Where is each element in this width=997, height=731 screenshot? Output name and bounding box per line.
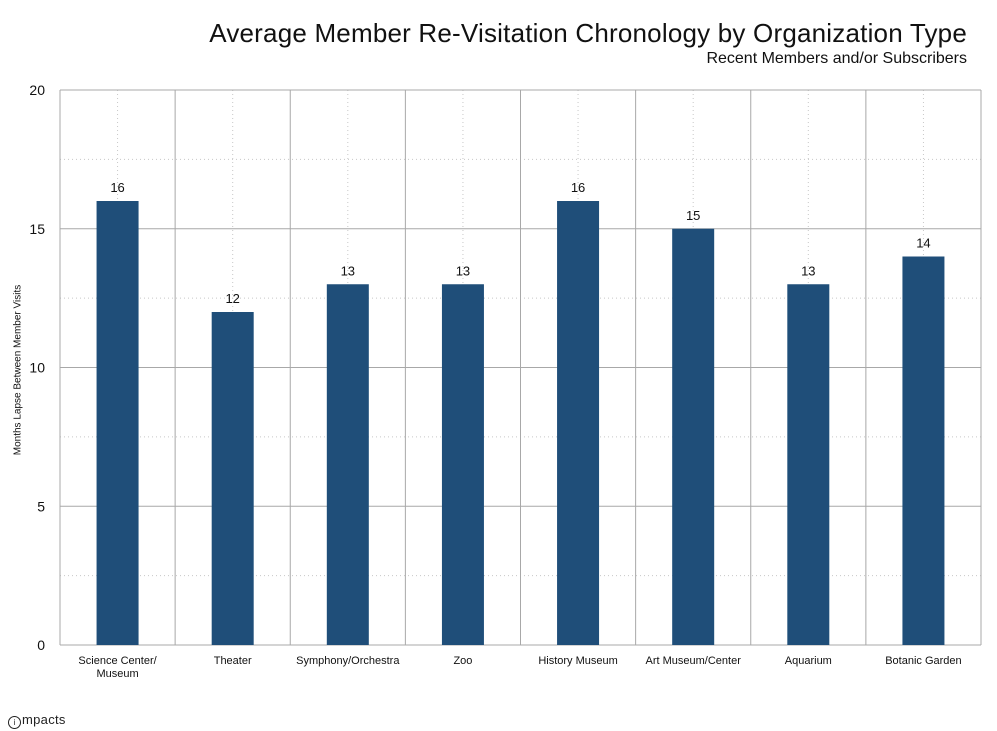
x-tick-label: Art Museum/Center — [646, 655, 742, 667]
bar — [211, 312, 254, 645]
data-label: 15 — [686, 208, 700, 223]
x-tick-label: Symphony/Orchestra — [296, 655, 400, 667]
x-tick-label: Science Center/Museum — [78, 655, 157, 680]
data-label: 16 — [110, 180, 124, 195]
y-tick-label: 5 — [37, 498, 45, 514]
bar — [326, 284, 369, 645]
data-label: 13 — [341, 263, 355, 278]
y-tick-label: 0 — [37, 637, 45, 653]
data-label: 16 — [571, 180, 585, 195]
bar-chart: 0 5 10 15 20 16 Science Center/Museum 12 Theater… — [29, 82, 982, 680]
data-label: 14 — [916, 236, 930, 251]
y-tick-label: 15 — [29, 221, 45, 237]
bar — [787, 284, 830, 645]
x-tick-label: Zoo — [453, 655, 472, 667]
y-tick-label: 20 — [29, 82, 45, 98]
bar — [557, 201, 600, 645]
y-tick-label: 10 — [29, 360, 45, 376]
chart-subtitle: Recent Members and/or Subscribers — [706, 50, 967, 67]
x-tick-label: Aquarium — [785, 655, 832, 667]
logo-text: mpacts — [22, 712, 66, 727]
bar — [672, 228, 715, 645]
bar — [902, 256, 945, 645]
logo-mark-icon: i — [8, 716, 21, 729]
chart-title: Average Member Re-Visitation Chronology … — [209, 18, 967, 48]
impacts-logo: i mpacts — [8, 712, 66, 729]
x-tick-label: Botanic Garden — [885, 655, 961, 667]
data-label: 13 — [456, 263, 470, 278]
bar — [441, 284, 484, 645]
data-label: 13 — [801, 263, 815, 278]
data-label: 12 — [225, 291, 239, 306]
x-tick-label: Theater — [214, 655, 252, 667]
bar — [96, 201, 139, 645]
x-tick-label: History Museum — [538, 655, 617, 667]
